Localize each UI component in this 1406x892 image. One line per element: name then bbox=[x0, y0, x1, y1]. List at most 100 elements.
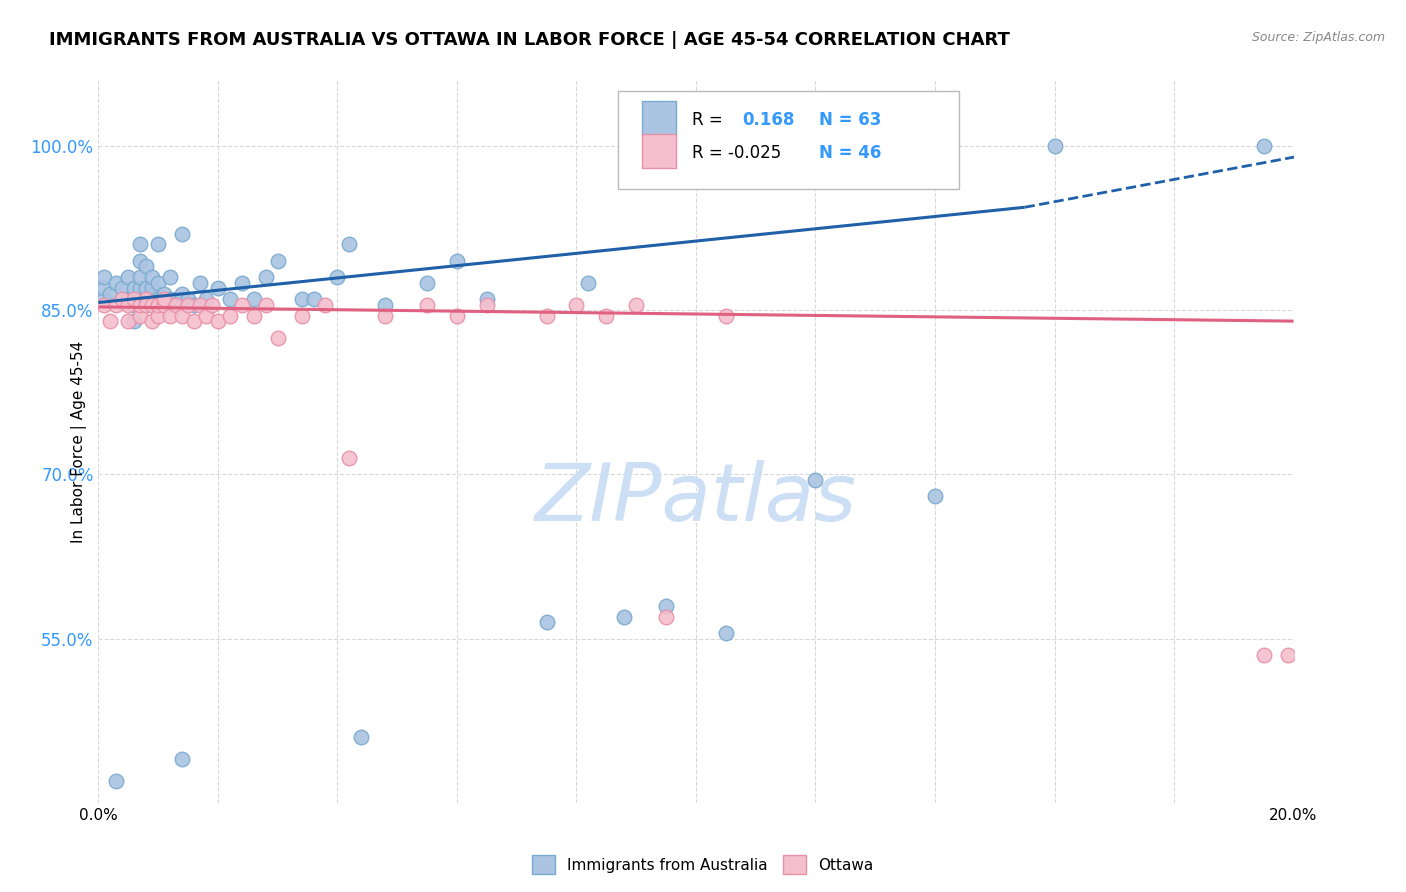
Point bbox=[117, 314, 139, 328]
Point bbox=[924, 489, 946, 503]
Point bbox=[148, 298, 170, 312]
Point bbox=[153, 286, 176, 301]
Point bbox=[302, 292, 325, 306]
Point bbox=[1253, 139, 1275, 153]
Point bbox=[117, 292, 139, 306]
Point bbox=[188, 276, 211, 290]
Point bbox=[129, 253, 152, 268]
Point bbox=[141, 298, 163, 312]
Point bbox=[135, 292, 157, 306]
Point bbox=[578, 276, 600, 290]
Point bbox=[195, 309, 218, 323]
Point bbox=[105, 276, 128, 290]
Point bbox=[129, 298, 152, 312]
FancyBboxPatch shape bbox=[619, 91, 959, 189]
Point bbox=[105, 298, 128, 312]
Point bbox=[183, 298, 205, 312]
Point bbox=[135, 298, 157, 312]
Point bbox=[536, 615, 558, 630]
Point bbox=[254, 270, 277, 285]
Point bbox=[243, 309, 266, 323]
Text: Source: ZipAtlas.com: Source: ZipAtlas.com bbox=[1251, 31, 1385, 45]
Point bbox=[231, 276, 253, 290]
Point bbox=[177, 298, 200, 312]
Point bbox=[159, 270, 181, 285]
Point bbox=[124, 298, 146, 312]
Point bbox=[141, 314, 163, 328]
Point bbox=[655, 609, 678, 624]
Point bbox=[153, 292, 176, 306]
Point bbox=[267, 253, 290, 268]
Point bbox=[129, 298, 152, 312]
Text: N = 63: N = 63 bbox=[820, 111, 882, 129]
Point bbox=[148, 276, 170, 290]
Point bbox=[1043, 139, 1066, 153]
Point bbox=[135, 298, 157, 312]
Text: R =: R = bbox=[692, 111, 723, 129]
Point bbox=[172, 752, 194, 766]
Point bbox=[159, 292, 181, 306]
Text: IMMIGRANTS FROM AUSTRALIA VS OTTAWA IN LABOR FORCE | AGE 45-54 CORRELATION CHART: IMMIGRANTS FROM AUSTRALIA VS OTTAWA IN L… bbox=[49, 31, 1010, 49]
Point bbox=[626, 298, 648, 312]
Point bbox=[446, 253, 468, 268]
Point bbox=[231, 298, 253, 312]
Point bbox=[153, 298, 176, 312]
Point bbox=[165, 292, 187, 306]
Point bbox=[1253, 648, 1275, 662]
Point bbox=[613, 609, 636, 624]
Point bbox=[148, 292, 170, 306]
Point bbox=[153, 298, 176, 312]
Point bbox=[124, 281, 146, 295]
Point bbox=[219, 292, 242, 306]
Point bbox=[339, 237, 361, 252]
Text: N = 46: N = 46 bbox=[820, 144, 882, 161]
Point bbox=[183, 314, 205, 328]
Point bbox=[148, 237, 170, 252]
FancyBboxPatch shape bbox=[643, 134, 676, 169]
Point bbox=[339, 450, 361, 465]
Point bbox=[350, 730, 373, 744]
Point bbox=[159, 309, 181, 323]
Point bbox=[172, 309, 194, 323]
Point bbox=[129, 237, 152, 252]
Legend: Immigrants from Australia, Ottawa: Immigrants from Australia, Ottawa bbox=[526, 849, 880, 880]
Point bbox=[565, 298, 588, 312]
Point bbox=[135, 281, 157, 295]
Point bbox=[219, 309, 242, 323]
Point bbox=[129, 281, 152, 295]
Point bbox=[141, 281, 163, 295]
Point bbox=[416, 276, 439, 290]
Point bbox=[416, 298, 439, 312]
Point bbox=[148, 309, 170, 323]
Point bbox=[267, 330, 290, 344]
Point bbox=[475, 292, 498, 306]
Text: ZIPatlas: ZIPatlas bbox=[534, 460, 858, 539]
Point bbox=[129, 270, 152, 285]
Point bbox=[291, 309, 314, 323]
Point bbox=[172, 286, 194, 301]
Point bbox=[655, 599, 678, 613]
Point bbox=[135, 260, 157, 274]
Point bbox=[374, 309, 396, 323]
Point bbox=[124, 292, 146, 306]
Point bbox=[93, 281, 115, 295]
Text: R = -0.025: R = -0.025 bbox=[692, 144, 782, 161]
Point bbox=[291, 292, 314, 306]
Point bbox=[93, 270, 115, 285]
Point bbox=[804, 473, 827, 487]
Point bbox=[141, 270, 163, 285]
Point bbox=[165, 298, 187, 312]
Point bbox=[172, 227, 194, 241]
Point bbox=[117, 298, 139, 312]
Point bbox=[98, 314, 122, 328]
Point bbox=[117, 270, 139, 285]
FancyBboxPatch shape bbox=[643, 101, 676, 136]
Point bbox=[148, 298, 170, 312]
Point bbox=[207, 314, 229, 328]
Point bbox=[201, 298, 224, 312]
Point bbox=[1277, 648, 1299, 662]
Point bbox=[714, 309, 737, 323]
Point bbox=[141, 286, 163, 301]
Point bbox=[195, 292, 218, 306]
Point bbox=[446, 309, 468, 323]
